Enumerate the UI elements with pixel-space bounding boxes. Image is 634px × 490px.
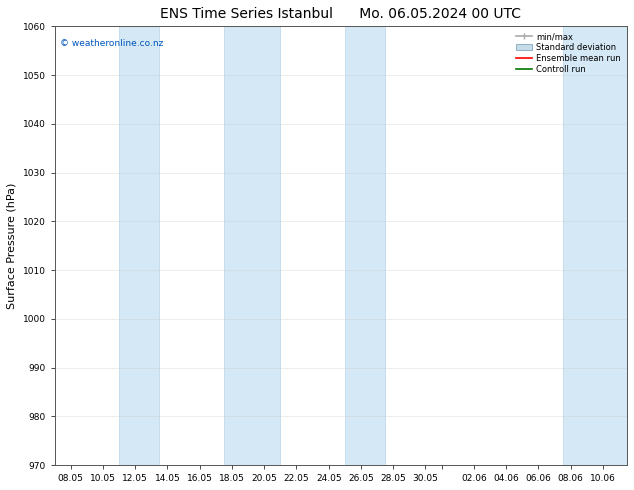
Y-axis label: Surface Pressure (hPa): Surface Pressure (hPa) [7,182,17,309]
Legend: min/max, Standard deviation, Ensemble mean run, Controll run: min/max, Standard deviation, Ensemble me… [514,30,623,76]
Bar [562,26,627,465]
Bar [224,26,280,465]
Title: ENS Time Series Istanbul      Mo. 06.05.2024 00 UTC: ENS Time Series Istanbul Mo. 06.05.2024 … [160,7,521,21]
Bar [345,26,385,465]
Bar [119,26,159,465]
Text: © weatheronline.co.nz: © weatheronline.co.nz [60,39,164,49]
